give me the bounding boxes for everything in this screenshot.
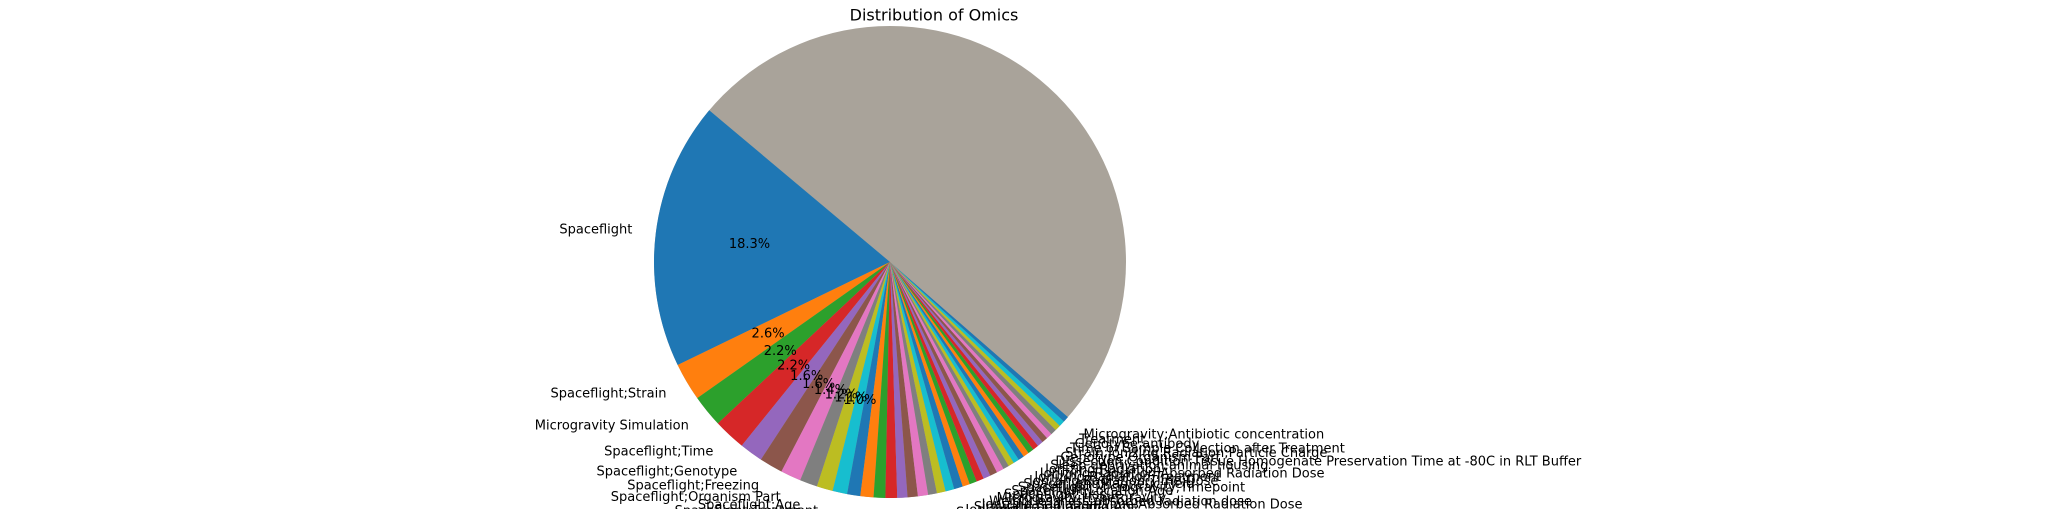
- pie-slice: [890, 262, 1060, 431]
- pie-slice: [890, 262, 1019, 463]
- pie-slice: [890, 262, 1004, 473]
- pie-slice: [890, 262, 918, 498]
- slice-label: Genotype;Organism Part: [1060, 450, 1220, 465]
- pie-slice: [890, 262, 1052, 439]
- slice-label: Spaceflight;Tissue: [1004, 488, 1122, 503]
- pie-slice: [890, 262, 970, 487]
- value-label: 1.6%: [790, 369, 823, 384]
- slice-label: Spaceflight;Treatment: [675, 504, 819, 509]
- slice-label: Microgravity Simulation: [535, 419, 689, 434]
- slice-label: Microgravity;Antibiotic concentration: [1084, 428, 1325, 443]
- slice-label: Spaceflight;Strain: [551, 386, 667, 401]
- pie-slice: [741, 262, 890, 460]
- slice-label: Time of Sample Collection after Treatmen…: [1069, 442, 1345, 457]
- pie-slice: [890, 262, 1048, 443]
- pie-slice: [873, 262, 890, 498]
- slice-label: Ionizing Radiation;Time: [965, 503, 1117, 509]
- pie-slice: [847, 262, 890, 497]
- pie-slice: [890, 262, 1043, 446]
- pie-slice: [890, 262, 1014, 466]
- slice-label: Microgravity;Hypergravity: [997, 491, 1167, 506]
- chart-title: Distribution of Omics: [850, 6, 1019, 25]
- pie-slice: [890, 262, 1034, 454]
- slice-label: Spaceflight;Location;Age: [1011, 484, 1173, 499]
- value-label: 1.6%: [802, 377, 835, 392]
- pie-slice: [890, 262, 1009, 469]
- pie-slice: [832, 262, 890, 495]
- value-label: 1.4%: [814, 383, 847, 398]
- slice-label: Ionizing Radiation: [1045, 463, 1161, 478]
- pie-slice: [890, 262, 1056, 435]
- pie-slice: [677, 262, 890, 399]
- slice-label: Ionizing Radiation;Time;Dose: [1029, 474, 1218, 489]
- value-label: 2.6%: [752, 326, 785, 341]
- value-label: 18.3%: [729, 237, 770, 252]
- slice-label: Treatment: [1078, 432, 1145, 447]
- pie-slice: [890, 262, 997, 476]
- pie-slice: [760, 262, 890, 472]
- pie-slice: [890, 262, 1039, 450]
- slice-label: Spaceflight;Time: [604, 445, 713, 460]
- pie-slice: [890, 262, 946, 494]
- value-label: 1.2%: [825, 387, 858, 402]
- pie-slice: [890, 262, 1064, 426]
- slice-label: Spaceflight;Magnetic Field: [1023, 477, 1194, 492]
- pie-slice: [890, 262, 1068, 422]
- pie-slice: [890, 262, 929, 497]
- slice-label: Dissection Condition;Tissue Homogenate P…: [1055, 455, 1582, 470]
- pie-slice: [890, 262, 991, 479]
- slice-label: Ionizing Radiation;Absorbed Radiation Do…: [1040, 467, 1325, 482]
- slice-label: Weightlessness;absorbed radiation dose: [989, 494, 1252, 509]
- pie-slice: [890, 262, 977, 485]
- pie-slice: [860, 262, 890, 498]
- slice-label: Spaceflight;Organism Part: [611, 490, 781, 505]
- pie-slice: [717, 262, 890, 446]
- pie-slice: [890, 262, 908, 498]
- slice-label: Ionizing Radiation;Treatment: [1034, 470, 1221, 485]
- slice-label: Sleep deprivation;animal housing: [1050, 459, 1268, 474]
- pie-slice: [697, 262, 890, 424]
- pie-slice: [890, 262, 955, 492]
- pie-slice: [816, 262, 890, 491]
- slice-label: Spaceflight;Microgravity;Timepoint: [1018, 480, 1245, 495]
- pie-slice: [885, 262, 898, 498]
- slice-label: Genotype;antibody: [1075, 437, 1200, 452]
- pie-slice: [890, 262, 1029, 457]
- slice-label: Spaceflight: [559, 223, 632, 238]
- pie-slice: [890, 262, 963, 490]
- pie-slice: [781, 262, 890, 481]
- pie-slice: [890, 262, 1024, 460]
- slice-label: Strain;Ionizing Radiation;Particle Charg…: [1065, 446, 1327, 461]
- slice-label: Spaceflight;Genotype: [597, 464, 738, 479]
- pie-slice: [800, 262, 890, 487]
- pie-slice: [890, 262, 984, 482]
- pie-slice: [890, 262, 937, 495]
- slice-label: Spaceflight;Freezing: [627, 479, 759, 494]
- value-label: 2.2%: [764, 344, 797, 359]
- value-label: 2.2%: [777, 358, 810, 373]
- value-label: 1.1%: [834, 391, 867, 406]
- value-label: 1.0%: [843, 393, 876, 408]
- pie-slice: [654, 110, 890, 366]
